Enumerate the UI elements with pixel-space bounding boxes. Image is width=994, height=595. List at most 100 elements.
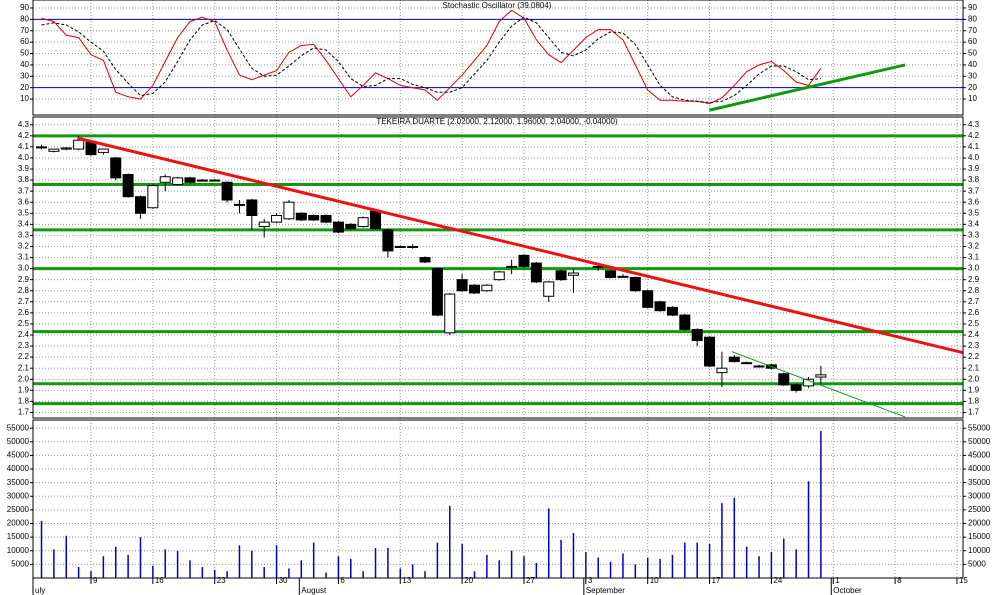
- y-tick-label-right: 4.0: [968, 153, 980, 162]
- candle-body: [815, 374, 827, 378]
- volume-bar: [263, 567, 265, 578]
- y-tick-label-left: 3.3: [18, 231, 30, 240]
- y-tick-label-right: 1.7: [968, 408, 980, 417]
- x-tick-label: 20: [464, 576, 473, 585]
- volume-bar: [411, 564, 414, 578]
- volume-bar: [325, 572, 327, 578]
- volume-bar: [646, 557, 649, 578]
- y-tick-label-right: 40000: [968, 464, 991, 473]
- y-tick-label-left: 55000: [7, 423, 30, 432]
- candle-body: [122, 174, 134, 198]
- y-tick-label-left: 1.9: [18, 385, 30, 394]
- y-tick-label-left: 1.7: [18, 408, 30, 417]
- volume-bar: [560, 539, 562, 578]
- y-tick-label-right: 2.1: [968, 363, 980, 372]
- y-tick-label-left: 2.2: [18, 352, 30, 361]
- x-tick-label: 1: [835, 576, 840, 585]
- volume-bar: [337, 556, 340, 578]
- candle-body: [790, 384, 802, 391]
- candle-body: [691, 328, 703, 342]
- volume-bar: [597, 557, 599, 578]
- candle-body: [258, 221, 270, 228]
- candle-body: [617, 275, 629, 278]
- candle-body: [642, 290, 654, 308]
- y-tick-label-right: 4.2: [968, 131, 980, 140]
- volume-bar: [585, 552, 587, 578]
- y-tick-label-right: 2.4: [968, 330, 980, 339]
- y-tick-label-right: 25000: [968, 505, 991, 514]
- y-tick-label-right: 2.9: [968, 275, 980, 284]
- stochastic-title: Stochastic Oscillator (39.0804): [443, 1, 552, 10]
- candle-body: [97, 148, 109, 153]
- candle-body: [221, 181, 233, 201]
- y-tick-label-left: 50: [20, 49, 29, 58]
- y-tick-label-left: 2.9: [18, 275, 30, 284]
- volume-bar: [783, 538, 785, 578]
- candle-body: [233, 203, 245, 206]
- y-tick-label-left: 40000: [7, 464, 30, 473]
- candle-body: [382, 229, 394, 252]
- y-tick-label-left: 15000: [7, 532, 30, 541]
- volume-bar: [40, 520, 43, 578]
- y-tick-label-left: 90: [20, 3, 29, 12]
- y-tick-label-right: 30000: [968, 491, 991, 500]
- volume-bar: [622, 553, 624, 578]
- candle-body: [184, 177, 196, 183]
- volume-bar: [795, 549, 797, 578]
- y-tick-label-left: 4.3: [18, 120, 30, 129]
- volume-bar: [139, 537, 142, 578]
- y-tick-label-left: 3.4: [18, 219, 30, 228]
- volume-bar: [745, 546, 748, 578]
- y-tick-label-right: 45000: [968, 451, 991, 460]
- x-tick-label: 9: [93, 576, 98, 585]
- candle-body: [60, 147, 72, 150]
- month-label: October: [833, 586, 862, 595]
- y-tick-label-right: 30: [968, 71, 977, 80]
- candle-body: [456, 279, 468, 292]
- y-tick-label-left: 35000: [7, 478, 30, 487]
- candle-body: [444, 293, 456, 334]
- candle-body: [469, 284, 481, 294]
- volume-bar: [114, 546, 117, 578]
- candle-body: [357, 217, 369, 228]
- volume-bar: [820, 430, 822, 578]
- candle-body: [543, 281, 555, 297]
- y-tick-label-right: 3.4: [968, 219, 980, 228]
- y-tick-label-left: 3.0: [18, 264, 30, 273]
- y-tick-label-right: 3.3: [968, 231, 980, 240]
- y-tick-label-left: 2.8: [18, 286, 30, 295]
- volume-bar: [547, 508, 550, 578]
- y-tick-label-right: 3.8: [968, 175, 980, 184]
- x-tick-label: 16: [155, 576, 164, 585]
- volume-bar: [213, 569, 216, 578]
- y-tick-label-right: 60: [968, 37, 977, 46]
- y-tick-label-left: 60: [20, 37, 29, 46]
- y-tick-label-right: 2.5: [968, 319, 980, 328]
- y-tick-label-right: 3.9: [968, 164, 980, 173]
- candle-body: [654, 301, 666, 312]
- trend-line: [709, 63, 906, 112]
- y-tick-label-right: 3.5: [968, 208, 980, 217]
- x-tick-label: 17: [712, 576, 721, 585]
- volume-bar: [424, 571, 426, 578]
- volume-bar: [609, 561, 612, 578]
- panel-frame: [32, 116, 964, 419]
- volume-bar: [399, 568, 402, 578]
- y-tick-label-left: 45000: [7, 451, 30, 460]
- y-tick-label-right: 15000: [968, 532, 991, 541]
- y-tick-label-left: 3.9: [18, 164, 30, 173]
- y-tick-label-right: 20000: [968, 519, 991, 528]
- x-tick-label: 6: [340, 576, 345, 585]
- candle-body: [159, 176, 171, 183]
- month-label: September: [586, 586, 625, 595]
- candle-body: [196, 179, 208, 182]
- trend-line: [731, 351, 906, 418]
- candle-body: [716, 367, 728, 374]
- y-tick-label-left: 3.7: [18, 186, 30, 195]
- y-tick-label-left: 30000: [7, 491, 30, 500]
- candle-body: [147, 185, 159, 209]
- volume-bar: [77, 567, 80, 578]
- candle-body: [332, 221, 344, 233]
- panel-frame: [32, 419, 964, 579]
- volume-bar: [684, 542, 686, 578]
